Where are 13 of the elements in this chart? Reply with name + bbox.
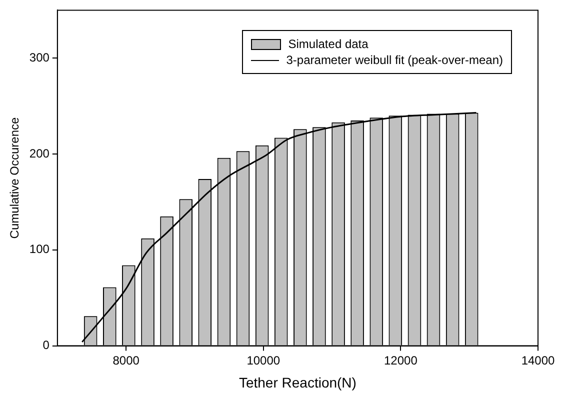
y-axis-title: Cumulative Occurence — [8, 116, 22, 239]
x-tick-label: 10000 — [246, 353, 280, 368]
x-axis-title: Tether Reaction(N) — [238, 374, 356, 390]
y-tick-label: 300 — [29, 50, 50, 64]
legend-label: Simulated data — [288, 36, 368, 52]
line-series — [81, 112, 477, 343]
y-tick-label: 100 — [29, 242, 50, 256]
x-tick-label: 14000 — [521, 353, 556, 368]
legend-label: 3-parameter weibull fit (peak-over-mean) — [286, 52, 503, 68]
y-tick-label: 200 — [29, 146, 50, 160]
x-tick-label: 12000 — [384, 353, 418, 368]
y-tick-label: 0 — [42, 338, 50, 352]
x-tick-label: 8000 — [112, 353, 140, 368]
